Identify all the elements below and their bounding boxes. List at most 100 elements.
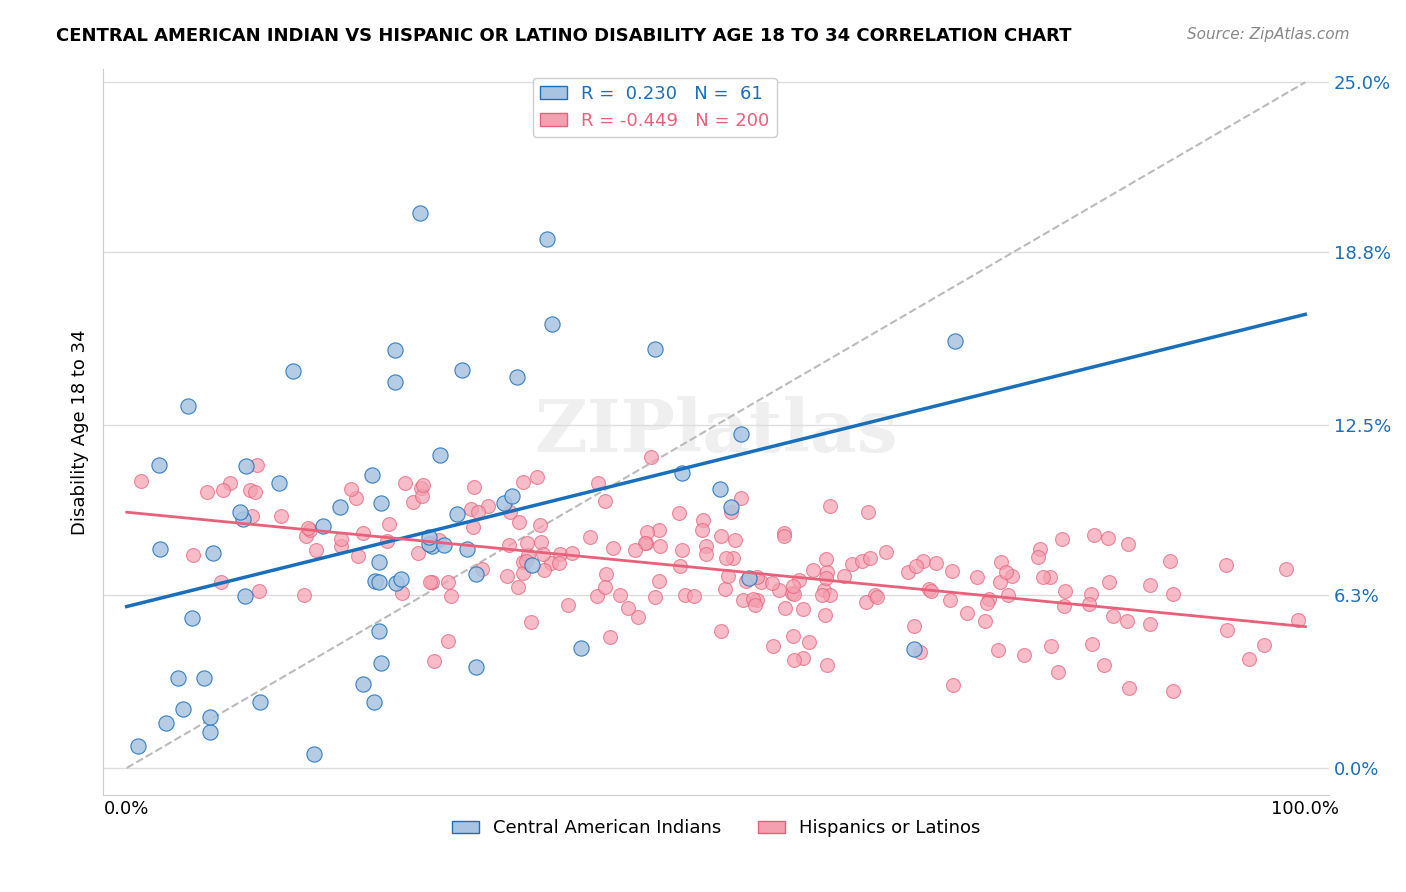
Point — [512, 566, 534, 581]
Point — [749, 574, 772, 589]
Point — [1163, 587, 1185, 601]
Point — [412, 477, 434, 491]
Point — [127, 739, 149, 753]
Point — [246, 458, 269, 472]
Point — [1012, 648, 1035, 663]
Point — [780, 585, 803, 599]
Point — [569, 641, 592, 656]
Point — [714, 550, 737, 565]
Point — [423, 654, 446, 668]
Point — [782, 653, 804, 667]
Point — [918, 582, 941, 596]
Point — [602, 541, 624, 555]
Point — [814, 571, 837, 585]
Point — [720, 500, 742, 515]
Point — [832, 569, 855, 583]
Point — [814, 552, 837, 566]
Point — [773, 526, 796, 541]
Point — [195, 485, 218, 500]
Point — [370, 656, 392, 670]
Point — [773, 601, 796, 615]
Point — [787, 573, 810, 587]
Point — [617, 601, 640, 615]
Point — [239, 483, 262, 497]
Point — [233, 589, 256, 603]
Point — [409, 482, 432, 496]
Point — [456, 541, 478, 556]
Point — [201, 546, 224, 560]
Point — [418, 537, 440, 551]
Point — [384, 343, 406, 357]
Point — [586, 589, 609, 603]
Point — [593, 581, 616, 595]
Point — [956, 606, 979, 620]
Point — [648, 539, 671, 553]
Point — [859, 551, 882, 566]
Point — [508, 580, 530, 594]
Point — [529, 518, 551, 533]
Point — [851, 554, 873, 568]
Point — [966, 570, 988, 584]
Point — [973, 614, 995, 628]
Point — [232, 512, 254, 526]
Point — [815, 657, 838, 672]
Point — [384, 375, 406, 389]
Point — [588, 476, 610, 491]
Point — [1092, 657, 1115, 672]
Legend: Central American Indians, Hispanics or Latinos: Central American Indians, Hispanics or L… — [444, 812, 987, 845]
Point — [841, 558, 863, 572]
Point — [683, 589, 706, 603]
Point — [1139, 616, 1161, 631]
Point — [668, 506, 690, 520]
Point — [648, 574, 671, 588]
Point — [235, 459, 257, 474]
Point — [409, 206, 432, 220]
Point — [820, 500, 842, 514]
Point — [512, 555, 534, 569]
Point — [1001, 569, 1024, 583]
Point — [724, 533, 747, 547]
Point — [730, 491, 752, 505]
Point — [943, 334, 966, 349]
Point — [797, 635, 820, 649]
Point — [908, 645, 931, 659]
Point — [446, 507, 468, 521]
Point — [1253, 638, 1275, 652]
Point — [512, 475, 534, 490]
Point — [648, 523, 671, 537]
Point — [294, 529, 316, 543]
Point — [172, 702, 194, 716]
Point — [460, 501, 482, 516]
Point — [177, 399, 200, 413]
Point — [1046, 665, 1069, 679]
Point — [180, 611, 202, 625]
Point — [367, 574, 389, 589]
Point — [394, 476, 416, 491]
Point — [329, 500, 352, 514]
Point — [692, 513, 714, 527]
Point — [713, 582, 735, 596]
Point — [709, 483, 731, 497]
Point — [858, 505, 880, 519]
Point — [267, 476, 290, 491]
Point — [640, 450, 662, 465]
Point — [817, 566, 839, 580]
Point — [419, 575, 441, 590]
Point — [212, 483, 235, 497]
Point — [1029, 542, 1052, 557]
Point — [695, 539, 717, 553]
Point — [451, 363, 474, 377]
Point — [420, 574, 443, 589]
Point — [1115, 614, 1137, 628]
Point — [761, 575, 783, 590]
Point — [346, 549, 368, 563]
Text: ZIPlatlas: ZIPlatlas — [534, 396, 898, 467]
Point — [721, 551, 744, 566]
Point — [747, 570, 769, 584]
Point — [494, 496, 516, 510]
Point — [149, 541, 172, 556]
Point — [988, 574, 1011, 589]
Point — [730, 427, 752, 442]
Point — [942, 678, 965, 692]
Point — [1237, 651, 1260, 665]
